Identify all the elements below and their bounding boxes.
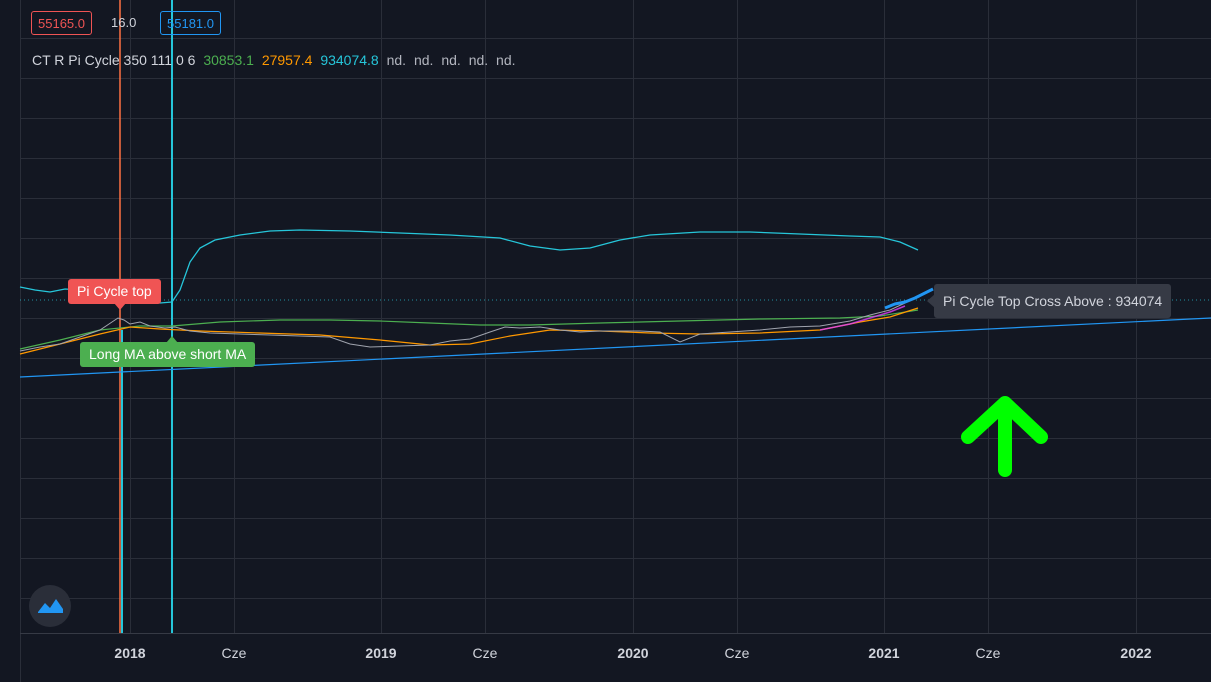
pi-cycle-top-label: Pi Cycle top <box>68 279 161 304</box>
price-badge-red[interactable]: 55165.0 <box>31 11 92 35</box>
x-tick-label: Cze <box>724 645 750 661</box>
grid-lines <box>20 0 1211 633</box>
indicator-name: CT R Pi Cycle 350 111 0 6 <box>32 52 196 68</box>
indicator-value-long-ma: 30853.1 <box>203 52 254 68</box>
x-tick-label: 2020 <box>617 645 649 661</box>
cross-above-pointer <box>927 294 935 308</box>
price-spread: 16.0 <box>111 15 137 30</box>
pi-cycle-top-pointer <box>114 303 126 310</box>
indicator-legend[interactable]: CT R Pi Cycle 350 111 0 6 30853.1 27957.… <box>32 52 520 68</box>
x-tick-label: Cze <box>975 645 1001 661</box>
cross-above-label: Pi Cycle Top Cross Above : 934074 <box>934 284 1172 318</box>
trend-line <box>19 317 1211 378</box>
indicator-value-nd: nd. <box>386 52 407 68</box>
indicator-value-nd: nd. <box>413 52 434 68</box>
x-tick-label: Cze <box>472 645 498 661</box>
x-tick-label: 2022 <box>1120 645 1152 661</box>
x-tick-label: 2019 <box>365 645 397 661</box>
x-tick-label: Cze <box>221 645 247 661</box>
price-surge-line <box>884 287 934 310</box>
long-ma-label: Long MA above short MA <box>80 342 256 367</box>
tradingview-logo-button[interactable] <box>29 585 71 627</box>
indicator-value-nd: nd. <box>468 52 489 68</box>
price-line <box>19 295 919 352</box>
green-up-arrow-icon <box>961 396 1048 477</box>
x-tick-label: 2018 <box>114 645 146 661</box>
price-badge-blue[interactable]: 55181.0 <box>160 11 221 35</box>
short-ma-line <box>19 307 919 355</box>
indicator-value-short-ma: 27957.4 <box>261 52 313 68</box>
chart-logo-icon <box>38 599 63 613</box>
indicator-value-nd: nd. <box>496 52 516 68</box>
long-ma-pointer <box>166 336 178 343</box>
indicator-value-band: 934074.8 <box>320 52 379 68</box>
x-tick-label: 2021 <box>868 645 900 661</box>
pink-band <box>819 305 906 331</box>
indicator-value-nd: nd. <box>441 52 461 68</box>
